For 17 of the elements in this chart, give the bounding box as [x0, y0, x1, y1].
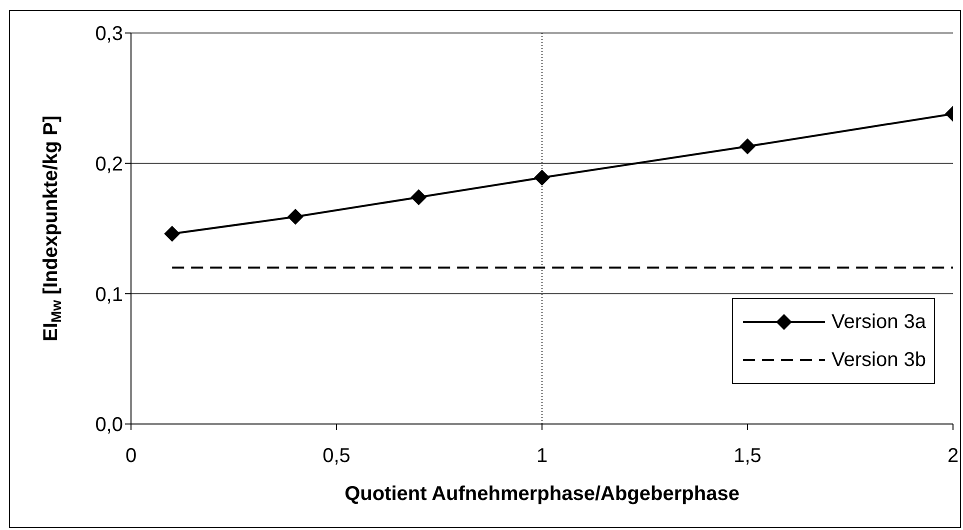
x-tick-label: 2 — [947, 445, 959, 468]
x-axis-title: Quotient Aufnehmerphase/Abgeberphase — [344, 483, 740, 505]
x-tick-label: 0,5 — [322, 445, 350, 468]
y-tick-label: 0,1 — [95, 284, 123, 306]
point — [164, 226, 180, 242]
y-tick-label: 0,2 — [95, 153, 123, 176]
x-tick-label: 1 — [536, 445, 548, 468]
x-tick-label: 1,5 — [734, 445, 762, 468]
y-tick-label: 0,0 — [95, 414, 123, 436]
legend-label: Version 3a — [831, 310, 926, 334]
point — [410, 189, 427, 206]
point — [740, 138, 756, 154]
point — [287, 208, 304, 225]
y-tick-label: 0,3 — [95, 23, 123, 46]
point — [534, 170, 550, 186]
legend-label: Version 3b — [831, 348, 926, 372]
x-tick-label: 0 — [125, 445, 137, 468]
